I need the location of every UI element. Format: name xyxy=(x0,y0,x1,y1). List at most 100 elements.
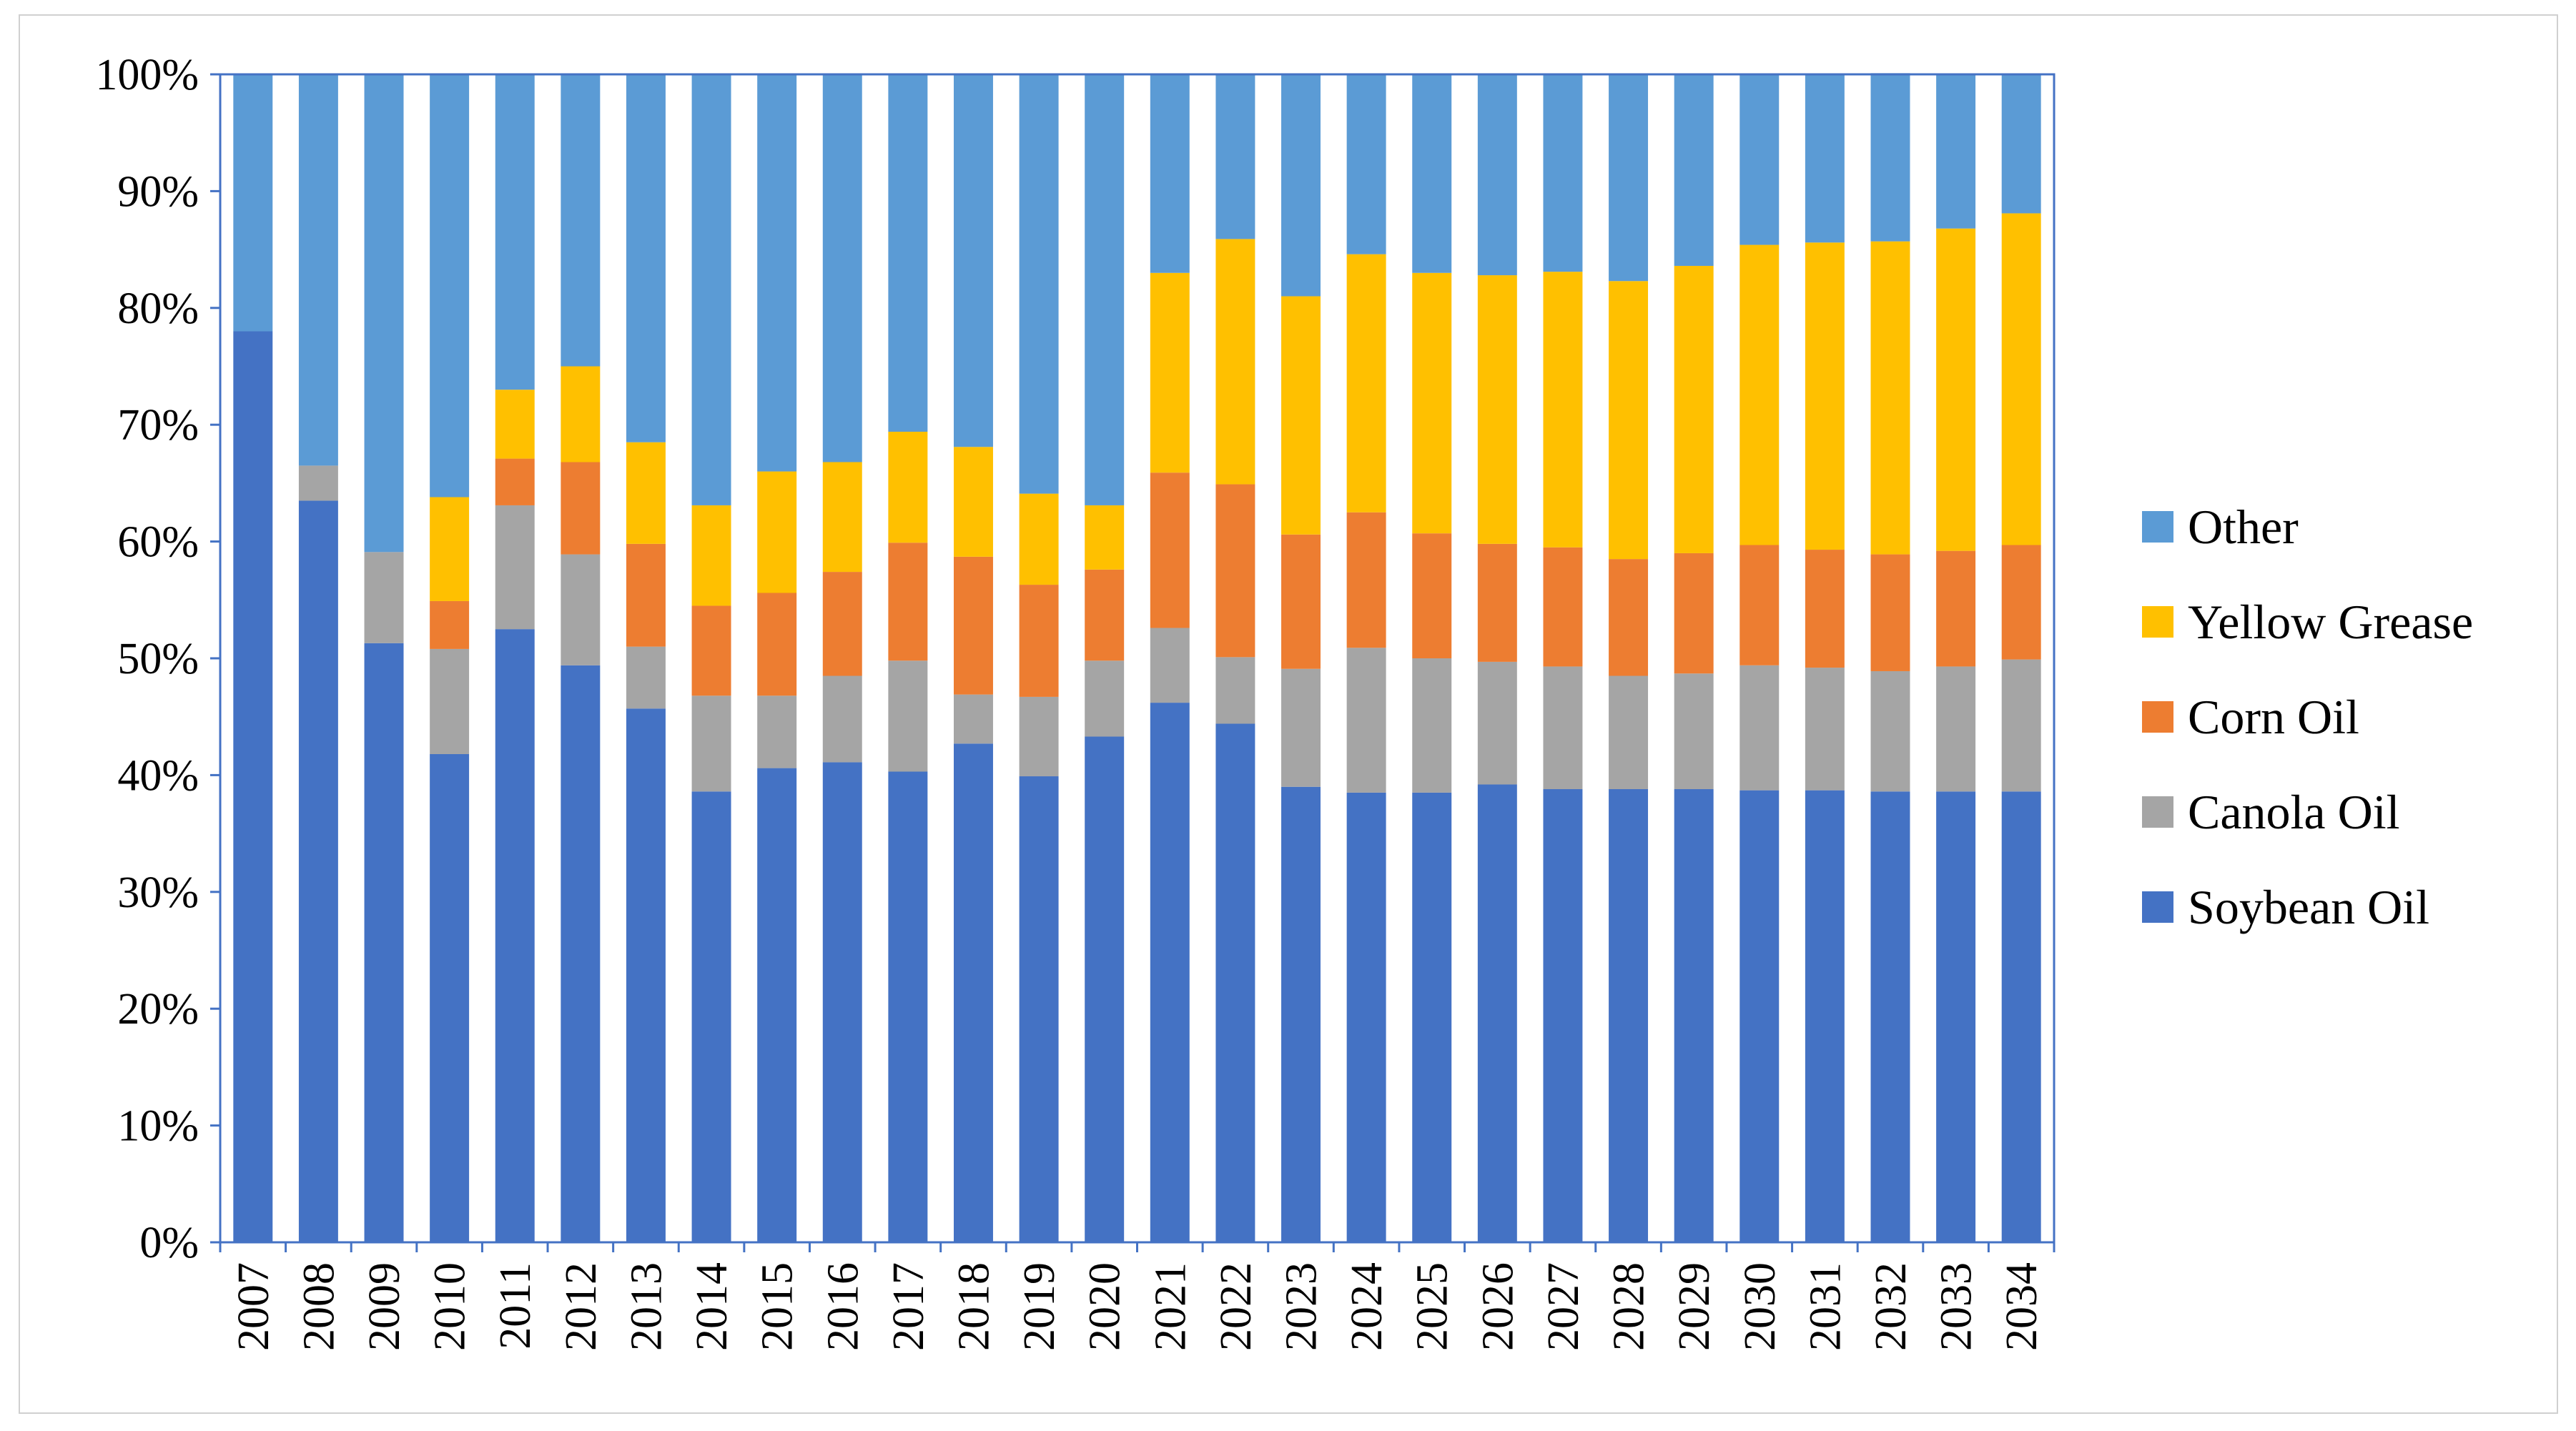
bar-segment-yellow-grease-2013 xyxy=(626,442,666,544)
x-tick-label-2022: 2022 xyxy=(1212,1262,1260,1351)
bar-segment-other-2009 xyxy=(364,74,404,553)
bar-segment-soybean-oil-2023 xyxy=(1281,786,1321,1242)
bar-segment-other-2017 xyxy=(888,74,928,432)
bar-segment-canola-oil-2022 xyxy=(1215,657,1255,724)
bar-segment-other-2013 xyxy=(626,74,666,442)
x-tick-label-2016: 2016 xyxy=(819,1262,867,1351)
bar-segment-canola-oil-2028 xyxy=(1609,675,1649,790)
x-tick-label-2013: 2013 xyxy=(622,1262,671,1351)
bar-segment-other-2022 xyxy=(1215,74,1255,239)
bar-segment-corn-oil-2015 xyxy=(757,593,797,696)
bar-segment-canola-oil-2017 xyxy=(888,660,928,772)
x-axis: 2007 2008 2009 2010 2011 2012 2013 2014 2015 2016… xyxy=(219,1242,2056,1351)
bar-segment-yellow-grease-2024 xyxy=(1346,254,1386,513)
legend-label-canola-oil: Canola Oil xyxy=(2188,785,2400,839)
bar-segment-corn-oil-2021 xyxy=(1150,472,1190,628)
bar-segment-soybean-oil-2009 xyxy=(364,643,404,1242)
bar-segment-yellow-grease-2029 xyxy=(1674,265,1714,553)
y-tick-label: 20% xyxy=(117,985,199,1034)
bar-segment-other-2027 xyxy=(1543,74,1583,272)
bar-segment-other-2010 xyxy=(430,74,470,497)
bar-segment-yellow-grease-2026 xyxy=(1477,275,1517,544)
bar-segment-other-2034 xyxy=(2001,74,2041,214)
x-tick-label-2024: 2024 xyxy=(1343,1262,1391,1351)
bar-segment-yellow-grease-2027 xyxy=(1543,272,1583,548)
bar-segment-soybean-oil-2008 xyxy=(298,500,338,1243)
bar-segment-soybean-oil-2026 xyxy=(1477,784,1517,1242)
bar-segment-corn-oil-2018 xyxy=(954,556,993,695)
plot-area xyxy=(219,73,2056,1244)
bar-segment-corn-oil-2019 xyxy=(1019,585,1059,697)
bar-segment-soybean-oil-2013 xyxy=(626,708,666,1242)
x-tick-label-2025: 2025 xyxy=(1408,1262,1457,1351)
y-tick-label: 0% xyxy=(139,1219,199,1267)
y-tick-label: 70% xyxy=(117,401,199,450)
y-tick-label: 100% xyxy=(95,51,199,99)
x-tick-label-2034: 2034 xyxy=(1998,1262,2046,1351)
bar-segment-yellow-grease-2011 xyxy=(495,390,535,459)
bar-segment-other-2014 xyxy=(691,74,731,505)
bar-segment-soybean-oil-2032 xyxy=(1870,791,1910,1242)
bar-segment-soybean-oil-2012 xyxy=(561,665,601,1242)
bar-segment-canola-oil-2015 xyxy=(757,695,797,768)
bar-segment-corn-oil-2029 xyxy=(1674,553,1714,674)
bar-segment-yellow-grease-2016 xyxy=(822,462,862,573)
bar-segment-canola-oil-2020 xyxy=(1085,660,1125,737)
x-tick-label-2007: 2007 xyxy=(230,1262,278,1351)
bar-segment-other-2015 xyxy=(757,74,797,472)
bar-segment-yellow-grease-2025 xyxy=(1412,272,1452,534)
legend-label-soybean-oil: Soybean Oil xyxy=(2188,880,2429,934)
bar-segment-soybean-oil-2034 xyxy=(2001,791,2041,1242)
x-tick-label-2032: 2032 xyxy=(1867,1262,1915,1351)
bar-segment-other-2030 xyxy=(1739,74,1780,245)
bar-segment-canola-oil-2032 xyxy=(1870,670,1910,792)
bar-segment-corn-oil-2030 xyxy=(1739,545,1780,665)
legend-label-yellow-grease: Yellow Grease xyxy=(2188,595,2473,649)
bar-segment-yellow-grease-2012 xyxy=(561,366,601,462)
bar-segment-soybean-oil-2024 xyxy=(1346,792,1386,1242)
y-tick-label: 10% xyxy=(117,1102,199,1151)
bar-segment-corn-oil-2032 xyxy=(1870,554,1910,671)
bar-segment-other-2028 xyxy=(1609,74,1649,282)
bar-segment-yellow-grease-2034 xyxy=(2001,213,2041,545)
bar-segment-corn-oil-2017 xyxy=(888,543,928,661)
x-tick-label-2028: 2028 xyxy=(1605,1262,1654,1351)
bar-segment-corn-oil-2025 xyxy=(1412,533,1452,658)
bar-segment-soybean-oil-2022 xyxy=(1215,723,1255,1242)
bar-segment-yellow-grease-2031 xyxy=(1805,242,1845,550)
bar-segment-corn-oil-2034 xyxy=(2001,545,2041,660)
bar-segment-canola-oil-2018 xyxy=(954,694,993,744)
bar-segment-canola-oil-2011 xyxy=(495,505,535,630)
bar-segment-corn-oil-2033 xyxy=(1936,550,1976,667)
x-tick-label-2011: 2011 xyxy=(491,1262,540,1350)
bar-segment-soybean-oil-2019 xyxy=(1019,776,1059,1242)
bar-segment-soybean-oil-2028 xyxy=(1609,789,1649,1242)
bar-segment-other-2007 xyxy=(233,74,273,332)
x-tick-label-2009: 2009 xyxy=(360,1262,409,1351)
bar-segment-other-2011 xyxy=(495,74,535,390)
x-tick-label-2029: 2029 xyxy=(1670,1262,1719,1351)
bar-segment-corn-oil-2022 xyxy=(1215,484,1255,658)
bar-segment-yellow-grease-2030 xyxy=(1739,244,1780,545)
x-tick-label-2017: 2017 xyxy=(884,1262,933,1351)
bar-segment-other-2031 xyxy=(1805,74,1845,243)
bar-segment-corn-oil-2023 xyxy=(1281,534,1321,669)
bar-segment-corn-oil-2027 xyxy=(1543,547,1583,667)
x-tick-label-2023: 2023 xyxy=(1278,1262,1326,1351)
bar-segment-other-2026 xyxy=(1477,74,1517,276)
bar-segment-soybean-oil-2010 xyxy=(430,753,470,1242)
legend-label-other: Other xyxy=(2188,500,2299,554)
y-tick-label: 90% xyxy=(117,167,199,216)
bar-segment-other-2033 xyxy=(1936,74,1976,229)
bar-segment-soybean-oil-2007 xyxy=(233,331,273,1243)
bar-segment-canola-oil-2012 xyxy=(561,554,601,665)
bar-segment-soybean-oil-2033 xyxy=(1936,791,1976,1242)
x-tick-label-2027: 2027 xyxy=(1539,1262,1588,1351)
x-tick-label-2030: 2030 xyxy=(1736,1262,1785,1351)
bar-segment-canola-oil-2023 xyxy=(1281,668,1321,787)
x-tick-label-2033: 2033 xyxy=(1933,1262,1981,1351)
bar-segment-canola-oil-2025 xyxy=(1412,658,1452,793)
legend-swatch-yellow-grease xyxy=(2142,606,2173,638)
y-tick-label: 40% xyxy=(117,751,199,800)
x-tick-label-2018: 2018 xyxy=(949,1262,998,1351)
